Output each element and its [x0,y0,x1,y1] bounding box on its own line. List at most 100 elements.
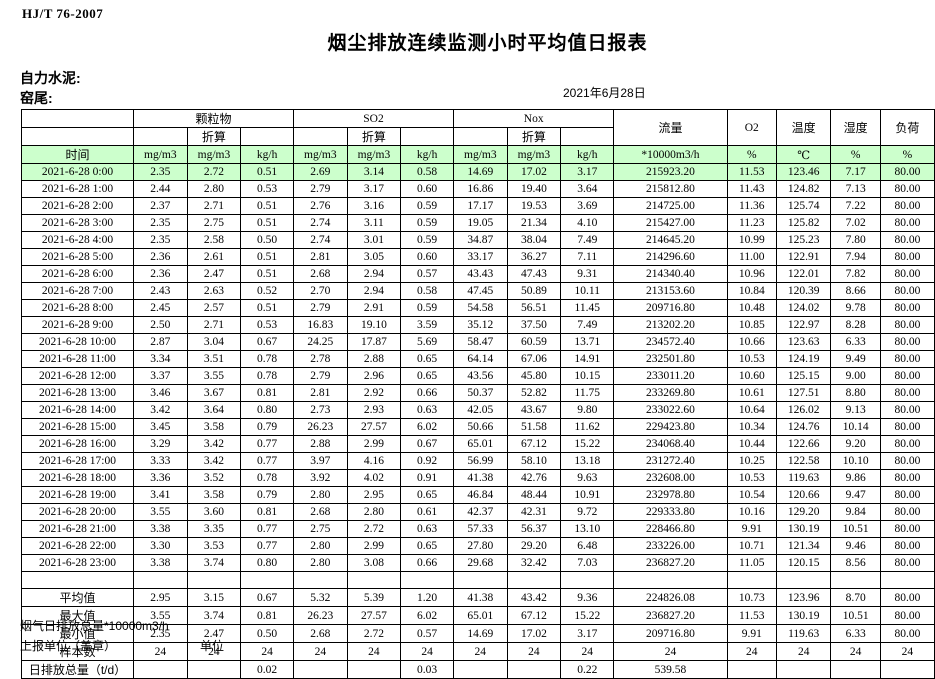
cell-value: 0.77 [240,452,295,470]
cell-value: 80.00 [879,197,935,215]
spacer-cell [506,571,562,589]
cell-value: 9.46 [830,537,881,555]
cell-value: 121.34 [775,537,832,555]
cell-value: 80.00 [879,214,935,232]
cell-value: 0.59 [400,231,454,249]
cell-value: 80.00 [879,350,935,368]
summary-value: 6.33 [830,624,881,643]
cell-value: 2.61 [186,248,242,266]
cell-value: 3.64 [186,401,242,419]
cell-value: 2.47 [186,265,242,283]
cell-value: 0.67 [400,435,454,453]
cell-value: 7.13 [830,180,881,198]
cell-value: 2.37 [133,197,188,215]
table-row: 2021-6-28 18:00 3.36 3.52 0.78 3.92 4.02 0.91 4… [20,469,935,487]
cell-timestamp: 2021-6-28 4:00 [20,231,135,249]
cell-value: 0.78 [240,367,295,385]
table-row: 2021-6-28 10:00 2.87 3.04 0.67 24.25 17.87 5.6… [20,333,935,351]
cell-value: 0.66 [400,384,454,402]
cell-value: 0.51 [240,265,295,283]
cell-value: 120.39 [775,282,832,300]
cell-value: 3.11 [346,214,402,232]
cell-value: 7.49 [560,231,615,249]
cell-value: 7.17 [830,163,881,181]
cell-value: 0.91 [400,469,454,487]
cell-value: 3.53 [186,537,242,555]
cell-value: 3.58 [186,418,242,436]
table-row: 2021-6-28 19:00 3.41 3.58 0.79 2.80 2.95 0.65 4… [20,486,935,504]
cell-value: 3.38 [133,520,188,538]
report-date: 2021年6月28日 [563,86,646,100]
header-unit-pm-kgh: kg/h [240,145,295,164]
cell-value: 80.00 [879,333,935,351]
cell-value: 9.86 [830,469,881,487]
summary-value: 24 [133,642,188,661]
cell-value: 11.36 [726,197,777,215]
cell-value: 4.10 [560,214,615,232]
cell-value: 0.50 [240,231,295,249]
cell-value: 80.00 [879,180,935,198]
header-unit-time: 时间 [20,145,135,164]
cell-value: 0.51 [240,197,295,215]
cell-value: 125.23 [775,231,832,249]
cell-timestamp: 2021-6-28 12:00 [20,367,135,385]
cell-timestamp: 2021-6-28 19:00 [20,486,135,504]
cell-value: 2.80 [346,503,402,521]
summary-label: 日排放总量（t/d） [20,660,135,679]
cell-value: 50.89 [506,282,562,300]
cell-value: 8.80 [830,384,881,402]
cell-value: 2.74 [293,231,348,249]
summary-value: 0.81 [240,606,295,625]
cell-value: 232978.80 [613,486,728,504]
cell-value: 0.58 [400,282,454,300]
spacer-cell [879,571,935,589]
cell-value: 2.63 [186,282,242,300]
cell-value: 64.14 [453,350,508,368]
cell-value: 48.44 [506,486,562,504]
summary-value: 0.02 [240,660,295,679]
summary-value: 5.39 [346,588,402,607]
cell-value: 42.37 [453,503,508,521]
cell-value: 229333.80 [613,503,728,521]
spacer-cell [775,571,832,589]
cell-value: 43.56 [453,367,508,385]
cell-value: 56.37 [506,520,562,538]
cell-value: 0.92 [400,452,454,470]
cell-value: 0.63 [400,520,454,538]
cell-value: 0.81 [240,503,295,521]
cell-value: 10.51 [830,520,881,538]
cell-value: 3.08 [346,554,402,572]
summary-value: 6.02 [400,606,454,625]
cell-value: 7.80 [830,231,881,249]
cell-value: 2.88 [346,350,402,368]
cell-value: 231272.40 [613,452,728,470]
summary-value: 119.63 [775,624,832,643]
cell-value: 2.91 [346,299,402,317]
cell-value: 215812.80 [613,180,728,198]
summary-value: 24 [506,642,562,661]
cell-value: 3.64 [560,180,615,198]
cell-value: 213202.20 [613,316,728,334]
cell-value: 2.80 [186,180,242,198]
cell-value: 5.69 [400,333,454,351]
cell-value: 42.05 [453,401,508,419]
cell-value: 11.45 [560,299,615,317]
table-row: 2021-6-28 20:00 3.55 3.60 0.81 2.68 2.80 0.61 4… [20,503,935,521]
table-spacer-row [20,571,935,589]
cell-value: 8.28 [830,316,881,334]
summary-value: 9.36 [560,588,615,607]
emissions-report-table: 颗粒物 SO2 Nox 流量 O2 温度 湿度 负荷 折算 折算 折算 时间 m… [20,109,935,679]
cell-value: 58.47 [453,333,508,351]
cell-value: 0.78 [240,350,295,368]
cell-timestamp: 2021-6-28 16:00 [20,435,135,453]
cell-value: 2.81 [293,384,348,402]
spacer-cell [560,571,615,589]
standard-code: HJ/T 76-2007 [22,6,104,21]
cell-value: 46.84 [453,486,508,504]
cell-value: 58.10 [506,452,562,470]
cell-value: 9.78 [830,299,881,317]
page-title-text: 烟尘排放连续监测小时平均值日报表 [327,33,648,54]
cell-value: 0.51 [240,299,295,317]
cell-value: 125.74 [775,197,832,215]
header-group-particulate: 颗粒物 [133,109,295,128]
